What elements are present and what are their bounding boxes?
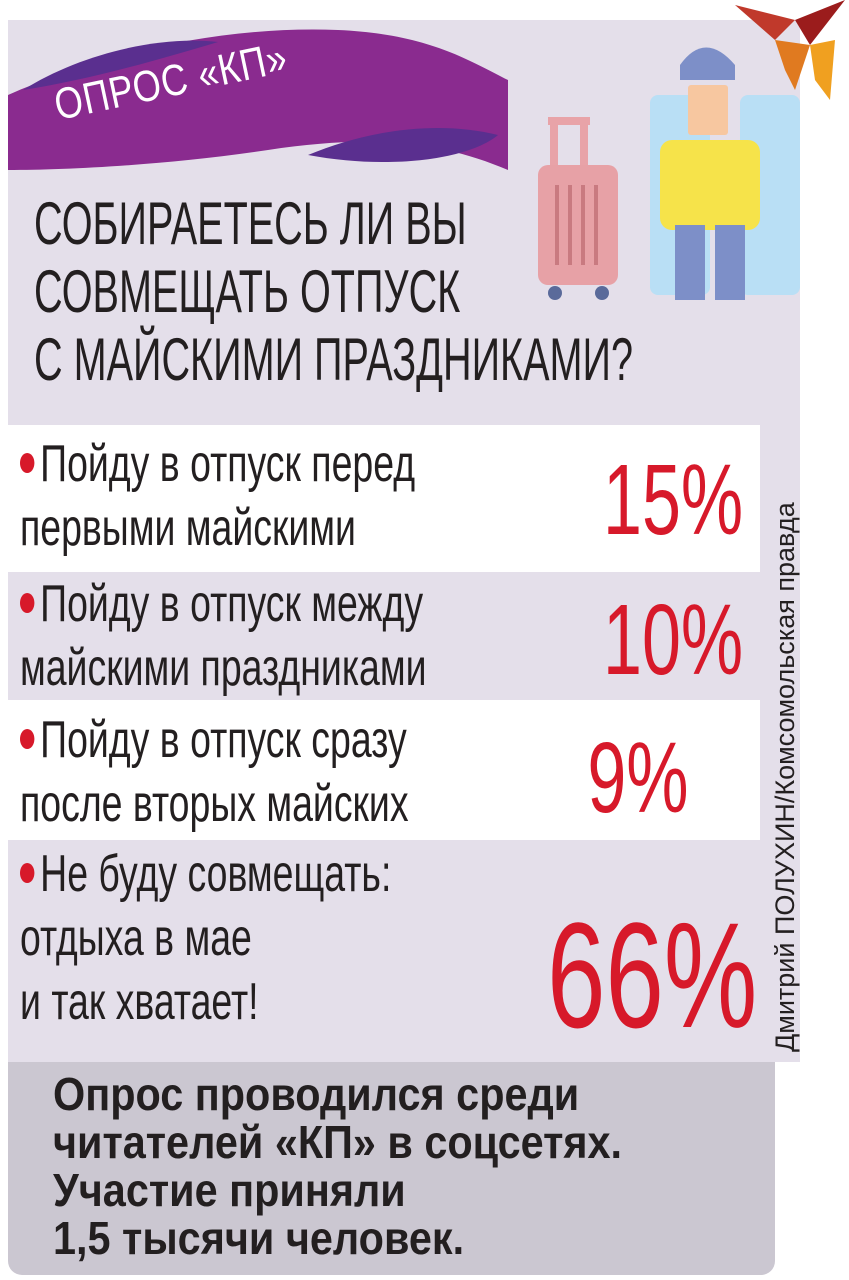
question-line: СОВМЕЩАТЬ ОТПУСК [34,258,461,325]
answer-line: Пойду в отпуск между [40,575,424,633]
answer-line: отдыха в мае [20,909,252,967]
answer-percent: 9% [587,722,689,834]
bullet-icon [20,453,35,474]
answer-line: после вторых майских [20,775,409,833]
note-line: Опрос проводился среди [53,1068,580,1120]
answer-text: Пойду в отпуск между майскими праздникам… [20,572,427,700]
answer-line: майскими праздниками [20,639,427,697]
answer-row [8,425,760,572]
answer-line: Пойду в отпуск сразу [40,711,407,769]
note-line: 1,5 тысячи человек. [53,1212,465,1264]
note-line: Участие приняли [53,1164,406,1216]
answer-line: и так хватает! [20,973,259,1031]
kp-bird-logo [735,0,845,100]
answer-text: Пойду в отпуск перед первыми майскими [20,432,415,560]
question-heading: СОБИРАЕТЕСЬ ЛИ ВЫ СОВМЕЩАТЬ ОТПУСК С МАЙ… [34,190,633,394]
answer-line: Пойду в отпуск перед [40,435,416,493]
answer-text: Пойду в отпуск сразу после вторых майски… [20,708,409,836]
answer-text: Не буду совмещать: отдыха в мае и так хв… [20,842,391,1034]
poll-ribbon-banner [8,29,508,170]
bullet-icon [20,863,35,884]
photo-credit: Дмитрий ПОЛУХИН/Комсомольская правда [770,502,800,1052]
answer-percent: 15% [602,444,743,556]
bullet-icon [20,729,35,750]
answer-row [8,700,760,840]
answer-line: первыми майскими [20,499,356,557]
seated-traveler-illustration [538,47,800,300]
note-line: читателей «КП» в соцсетях. [53,1116,623,1168]
question-line: СОБИРАЕТЕСЬ ЛИ ВЫ [34,190,467,257]
survey-note: Опрос проводился среди читателей «КП» в … [8,1062,775,1275]
answer-percent: 10% [602,584,743,696]
bullet-icon [20,593,35,614]
answer-line: Не буду совмещать: [40,845,392,903]
suitcase-icon [538,117,618,300]
answer-percent: 66% [546,891,757,1059]
question-line: С МАЙСКИМИ ПРАЗДНИКАМИ? [34,326,633,393]
